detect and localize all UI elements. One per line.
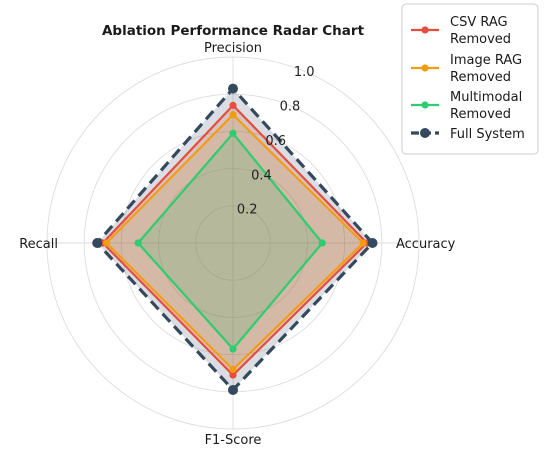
data-point xyxy=(229,101,237,109)
data-point xyxy=(102,239,111,247)
legend-label: Image RAG xyxy=(450,53,522,68)
series-layer xyxy=(92,83,378,395)
axis-label-precision: Precision xyxy=(204,41,262,56)
data-point xyxy=(359,239,367,247)
data-point xyxy=(92,238,103,248)
legend-swatch-marker xyxy=(421,26,429,34)
data-point xyxy=(229,345,237,353)
data-point xyxy=(229,111,237,119)
legend-swatch-marker xyxy=(420,128,430,138)
data-point xyxy=(134,239,142,247)
data-point xyxy=(318,239,326,247)
legend-label: Multimodal xyxy=(450,90,522,105)
data-point xyxy=(229,365,237,374)
legend-swatch-marker xyxy=(421,101,429,109)
legend: CSV RAG Removed Image RAG Removed Multimodal… xyxy=(401,3,539,155)
data-point xyxy=(228,83,238,94)
legend-box xyxy=(401,3,539,155)
chart-title: Ablation Performance Radar Chart xyxy=(102,23,365,39)
legend-label: CSV RAG xyxy=(450,15,508,30)
legend-swatch-marker xyxy=(421,64,429,72)
data-point xyxy=(228,384,238,395)
axis-label-f1-score: F1-Score xyxy=(205,433,262,448)
data-point xyxy=(367,238,378,248)
data-point xyxy=(229,371,237,379)
radial-tick-label: 0.8 xyxy=(280,100,301,115)
legend-label: Removed xyxy=(450,70,511,85)
axis-labels: Accuracy Precision Recall F1-Score xyxy=(19,41,455,448)
radial-tick-label: 0.4 xyxy=(251,168,272,183)
legend-label: Removed xyxy=(450,32,511,47)
legend-label: Full System xyxy=(450,127,525,142)
radial-tick-label: 1.0 xyxy=(294,65,315,80)
axis-label-accuracy: Accuracy xyxy=(396,237,456,252)
data-point xyxy=(229,129,237,137)
radial-tick-label: 0.6 xyxy=(265,134,286,149)
axis-label-recall: Recall xyxy=(19,237,58,252)
legend-label: Removed xyxy=(450,107,511,122)
radial-tick-labels: 0.2 0.4 0.6 0.8 1.0 xyxy=(237,65,315,217)
radial-tick-label: 0.2 xyxy=(237,203,258,218)
